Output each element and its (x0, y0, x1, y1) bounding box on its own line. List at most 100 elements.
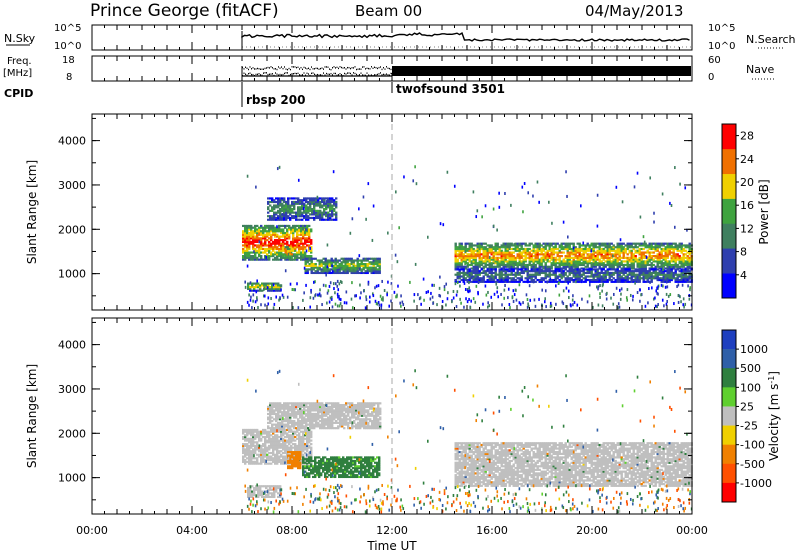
power-cell-6 (490, 275, 493, 278)
power-cell-5 (666, 244, 669, 247)
velocity-cell-1 (301, 402, 304, 405)
power-cell-5 (630, 246, 633, 249)
power-cell-6 (474, 268, 477, 271)
power-cell-5 (670, 258, 673, 261)
velocity-cell-1 (275, 419, 278, 423)
power-cell-6 (574, 278, 577, 282)
freq-dot (285, 68, 287, 70)
power-cell-2 (372, 266, 375, 269)
power-cell-5 (516, 256, 519, 259)
power-cell-3 (273, 287, 276, 291)
freq-dot (348, 66, 350, 69)
power-cell-5 (502, 255, 505, 258)
power-cell-5 (576, 247, 579, 251)
power-speckle (293, 288, 295, 292)
power-cell-0 (250, 240, 253, 243)
power-cell-2 (306, 268, 309, 271)
power-cell-0 (296, 242, 299, 245)
velocity-cell-0 (288, 437, 291, 440)
power-cell-5 (508, 262, 511, 265)
power-cell-5 (576, 242, 579, 245)
power-cell-5 (682, 263, 685, 267)
power-cell-5 (460, 265, 463, 268)
power-cell-5 (610, 247, 613, 251)
power-cell-5 (458, 263, 461, 267)
power-cell-5 (544, 256, 547, 259)
power-cell-6 (580, 278, 583, 282)
power-cell-6 (634, 268, 637, 271)
power-speckle (372, 294, 375, 298)
power-cell-5 (584, 244, 587, 247)
power-speckle (403, 175, 405, 179)
power-cell-0 (246, 249, 249, 252)
power-cell-3 (259, 289, 262, 292)
power-cell-2 (344, 268, 347, 271)
power-speckle (529, 298, 532, 302)
velocity-cell-1 (297, 421, 300, 424)
power-speckle (644, 304, 647, 308)
power-speckle (325, 284, 327, 288)
power-cell-6 (568, 278, 571, 282)
power-cell-1 (321, 211, 324, 214)
power-cell-5 (560, 246, 563, 249)
power-cell-1 (287, 211, 290, 214)
power-cell-5 (560, 247, 563, 251)
power-cell-6 (522, 280, 525, 283)
power-cell-0 (264, 247, 267, 251)
velocity-cell-0 (270, 437, 273, 440)
power-cell-1 (295, 213, 298, 216)
power-cell-2 (340, 271, 343, 275)
power-cell-6 (484, 271, 487, 275)
power-cell-5 (550, 247, 553, 251)
power-cell-5 (486, 263, 489, 267)
power-speckle (418, 297, 421, 301)
power-cell-6 (530, 277, 533, 280)
power-cell-5 (534, 260, 537, 263)
power-cell-0 (268, 237, 271, 240)
power-cell-5 (578, 263, 581, 267)
power-cell-6 (584, 280, 587, 283)
power-speckle (380, 297, 383, 301)
power-cell-6 (494, 268, 497, 271)
velocity-cell-0 (242, 455, 245, 458)
nave-dot (252, 73, 254, 76)
power-speckle (606, 291, 608, 295)
power-cell-6 (548, 280, 551, 283)
velocity-cell-0 (252, 462, 255, 465)
power-speckle (670, 203, 673, 207)
power-cell-0 (280, 249, 283, 252)
power-cell-0 (282, 235, 285, 238)
power-cell-5 (586, 249, 589, 252)
power-cell-6 (588, 268, 591, 271)
power-cell-5 (470, 244, 473, 247)
power-cell-6 (484, 280, 487, 283)
power-speckle (619, 288, 621, 292)
power-cell-5 (598, 244, 601, 247)
power-cell-5 (630, 267, 633, 270)
power-speckle (396, 293, 398, 297)
power-cell-5 (652, 247, 655, 251)
power-cell-0 (268, 233, 271, 236)
velocity-cell-1 (269, 427, 272, 430)
power-cell-0 (304, 230, 307, 233)
power-cell-5 (510, 260, 513, 263)
power-cell-1 (313, 208, 316, 211)
velocity-cell-1 (279, 409, 282, 412)
power-cell-0 (308, 240, 311, 243)
power-cell-5 (454, 249, 457, 252)
power-cell-6 (512, 280, 515, 283)
power-cell-1 (275, 216, 278, 220)
power-cell-1 (273, 200, 276, 204)
power-cell-1 (327, 211, 330, 214)
freq-dot (297, 66, 299, 68)
nave-dot (306, 72, 308, 74)
power-cell-5 (606, 253, 609, 256)
power-cell-6 (568, 277, 571, 280)
power-cell-0 (280, 235, 283, 238)
power-cell-5 (554, 244, 557, 247)
power-cell-6 (562, 271, 565, 275)
power-cell-5 (648, 253, 651, 256)
velocity-cell-0 (304, 448, 307, 451)
power-cell-5 (654, 246, 657, 249)
power-cell-6 (650, 273, 653, 276)
